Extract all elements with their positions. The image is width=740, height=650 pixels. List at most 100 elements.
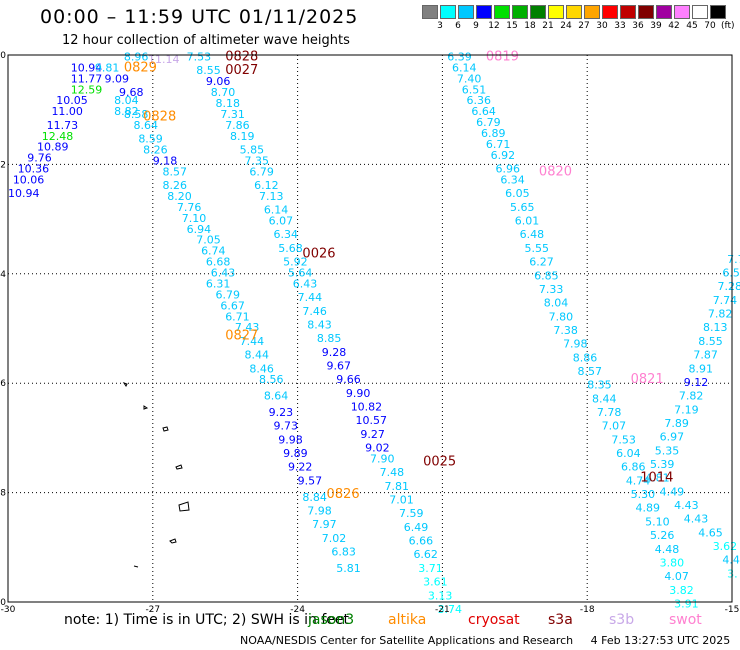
- swh-value: 9.12: [684, 376, 709, 389]
- swh-value: 6.07: [269, 215, 294, 228]
- footnote: note: 1) Time is in UTC; 2) SWH is in fe…: [64, 612, 350, 628]
- swh-value: 4.4: [722, 554, 740, 567]
- swh-value: 8.85: [317, 332, 342, 345]
- swh-value: 8.57: [162, 165, 187, 178]
- satellite-legend-s3b: s3b: [609, 612, 635, 628]
- swh-value: 5.81: [336, 562, 361, 575]
- swh-value: 9.02: [365, 442, 390, 455]
- color-swatch: [710, 5, 726, 19]
- swh-value: 8.55: [196, 64, 221, 77]
- swh-value: 7.40: [457, 72, 482, 85]
- swh-value: 6.36: [467, 94, 492, 107]
- color-scale-label: 45: [686, 21, 698, 31]
- swh-value: 6.96: [495, 163, 520, 176]
- swh-value: 10.36: [18, 163, 50, 176]
- swh-value: 7.82: [708, 308, 733, 321]
- color-swatch: [512, 5, 528, 19]
- swh-value: 4.07: [664, 570, 689, 583]
- swh-value: 8.44: [245, 349, 269, 362]
- color-scale-label: 12: [488, 21, 500, 31]
- swh-value: 7.82: [679, 390, 704, 403]
- swh-value: 7.74: [713, 294, 738, 307]
- swh-value: 3.80: [660, 556, 685, 569]
- swh-value: 6.50: [722, 267, 740, 280]
- color-swatch: [584, 5, 600, 19]
- swh-value: 6.12: [254, 179, 279, 192]
- axis-ticks: -30 -27 -24 -21 -18 -15 -50 -52 -54 -56 -58 -60: [0, 51, 739, 615]
- swh-value: 6.71: [225, 310, 250, 323]
- swh-value: 6.74: [201, 245, 226, 258]
- swh-value: 8.46: [249, 362, 273, 375]
- pass-id-label: 0027: [225, 63, 258, 78]
- swh-value: 11.14: [148, 53, 180, 66]
- swh-value: 9.23: [269, 406, 294, 419]
- pass-id-label: 0827: [225, 328, 258, 343]
- swh-value: 4.49: [660, 485, 685, 498]
- swh-value: 7.76: [177, 201, 202, 214]
- swh-value: 6.31: [206, 277, 231, 290]
- credit-line: NOAA/NESDIS Center for Satellite Applica…: [240, 634, 731, 647]
- color-scale-label: 6: [455, 21, 461, 31]
- swh-value: 5.68: [278, 242, 303, 255]
- swh-value: 7.44: [240, 335, 265, 348]
- swh-value: 5.65: [510, 201, 535, 214]
- swh-value: 8.43: [307, 319, 332, 332]
- swh-value: 8.18: [216, 97, 241, 110]
- island-outline: [169, 538, 177, 544]
- swh-value: 8.04: [544, 297, 569, 310]
- color-scale-label: 9: [473, 21, 479, 31]
- swh-value: 6.49: [404, 521, 429, 534]
- swh-value: 8.35: [587, 379, 612, 392]
- swh-value: 9.22: [288, 461, 313, 474]
- swh-value: 5.64: [288, 267, 313, 280]
- swh-value: 7.78: [597, 406, 622, 419]
- swh-value: 9.76: [27, 152, 52, 165]
- color-swatch: [458, 5, 474, 19]
- swh-value: 11.00: [51, 105, 83, 118]
- swh-value: 6.64: [471, 105, 496, 118]
- swh-value: 9.27: [360, 428, 385, 441]
- pass-id-label: 0025: [423, 454, 456, 469]
- swh-value: 6.71: [486, 138, 511, 151]
- swh-value: 7.35: [245, 154, 269, 167]
- color-scale-label: 36: [632, 21, 644, 31]
- color-scale-label: 27: [578, 21, 590, 31]
- swh-value: 6.85: [534, 269, 559, 282]
- y-tick-label: -58: [0, 489, 6, 499]
- pass-id-label: 0026: [302, 246, 335, 261]
- swh-value: 7.31: [220, 108, 245, 121]
- swh-value: 3.61: [423, 576, 448, 589]
- swh-value: 9.18: [153, 154, 178, 167]
- color-scale-label: 3: [437, 21, 443, 31]
- island-outline: [175, 464, 183, 470]
- color-swatch: [476, 5, 492, 19]
- swh-value: 9.89: [283, 447, 308, 460]
- island-outline: [162, 426, 169, 432]
- swh-value: 8.58: [124, 108, 149, 121]
- pass-labels: 0829082800270828002608270025082608190820…: [124, 49, 674, 502]
- swh-value: 7.10: [182, 212, 207, 225]
- x-tick-label: -18: [580, 605, 595, 615]
- page-subtitle: 12 hour collection of altimeter wave hei…: [62, 33, 350, 48]
- color-scale-label: 18: [524, 21, 536, 31]
- y-tick-label: -56: [0, 379, 6, 389]
- island-outline: [133, 565, 139, 568]
- pass-id-label: 0828: [143, 110, 176, 125]
- pass-id-label: 0819: [486, 49, 519, 64]
- swh-value: 5.35: [655, 444, 680, 457]
- swh-value: 3.91: [674, 597, 699, 610]
- island-outline: [122, 382, 128, 387]
- swh-value: 6.04: [616, 447, 641, 460]
- swh-value: 8.64: [133, 119, 158, 132]
- swh-value: 7.98: [307, 504, 332, 517]
- swh-value: 7.46: [302, 305, 327, 318]
- color-swatch: [638, 5, 654, 19]
- color-scale-unit: (ft): [721, 21, 735, 31]
- color-scale-label: 39: [650, 21, 662, 31]
- swh-value: 7.05: [196, 234, 221, 247]
- swh-value: 10.82: [351, 401, 383, 414]
- swh-value: 6.79: [249, 165, 273, 178]
- x-tick-label: -27: [145, 605, 160, 615]
